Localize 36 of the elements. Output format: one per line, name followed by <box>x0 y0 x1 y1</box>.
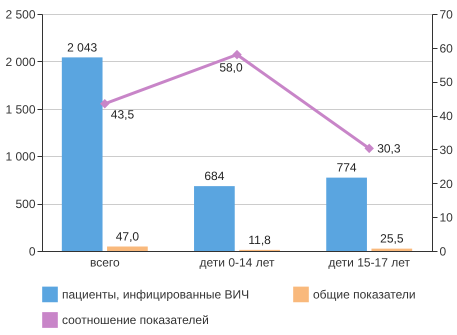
legend-label: соотношение показателей <box>62 313 209 327</box>
data-label: 11,8 <box>248 232 272 247</box>
legend-label: пациенты, инфицированные ВИЧ <box>62 287 250 302</box>
y2-tick-label: 10 <box>440 210 454 225</box>
x-tick-label: дети 15-17 лет <box>328 256 411 270</box>
y2-tick-label: 60 <box>440 41 454 56</box>
bar <box>107 246 148 251</box>
y2-tick-label: 70 <box>440 8 454 22</box>
data-label: 25,5 <box>380 232 404 246</box>
y-tick-label: 500 <box>15 197 36 212</box>
legend-label: общие показатели <box>313 287 416 302</box>
bar <box>194 186 235 251</box>
bar <box>326 178 367 251</box>
y-tick-label: 2 000 <box>5 54 36 69</box>
data-label: 58,0 <box>219 60 243 75</box>
data-label: 684 <box>204 169 225 184</box>
data-label: 43,5 <box>110 108 134 122</box>
data-label: 47,0 <box>116 230 140 244</box>
data-label: 2 043 <box>67 40 98 54</box>
bar <box>62 57 103 251</box>
data-label: 774 <box>336 160 357 175</box>
y2-tick-label: 30 <box>440 142 454 157</box>
x-tick-label: всего <box>90 256 120 270</box>
point <box>232 50 242 60</box>
y2-tick-label: 20 <box>440 176 454 191</box>
y2-tick-label: 0 <box>440 244 446 258</box>
y2-tick-label: 50 <box>440 75 454 90</box>
point <box>364 144 374 154</box>
y-tick-label: 0 <box>28 244 36 258</box>
y-tick-label: 2 500 <box>5 8 36 22</box>
x-tick-label: дети 0-14 лет <box>200 256 275 270</box>
y-tick-label: 1 000 <box>5 150 36 164</box>
y2-tick-label: 40 <box>440 109 454 124</box>
data-label: 30,3 <box>377 141 401 156</box>
point <box>100 98 110 108</box>
y-tick-label: 1 500 <box>5 102 36 116</box>
